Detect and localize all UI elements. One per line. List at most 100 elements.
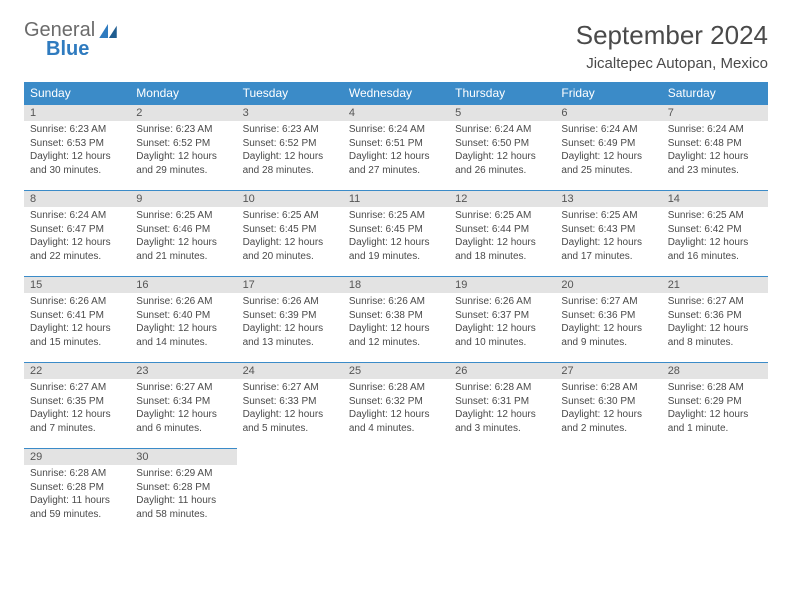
daylight-line: and 2 minutes. [561,422,655,436]
day-number: 15 [24,277,130,293]
daylight-line: Daylight: 12 hours [668,408,762,422]
daylight-line: and 10 minutes. [455,336,549,350]
day-number: 12 [449,191,555,207]
sunrise-line: Sunrise: 6:24 AM [349,123,443,137]
sunset-line: Sunset: 6:36 PM [561,309,655,323]
weekday-header-row: Sunday Monday Tuesday Wednesday Thursday… [24,82,768,105]
sunrise-line: Sunrise: 6:23 AM [243,123,337,137]
calendar-cell: 16Sunrise: 6:26 AMSunset: 6:40 PMDayligh… [130,277,236,363]
calendar-cell: 29Sunrise: 6:28 AMSunset: 6:28 PMDayligh… [24,449,130,535]
daylight-line: and 25 minutes. [561,164,655,178]
sunrise-line: Sunrise: 6:28 AM [455,381,549,395]
daylight-line: and 26 minutes. [455,164,549,178]
daylight-line: and 58 minutes. [136,508,230,522]
sunset-line: Sunset: 6:52 PM [243,137,337,151]
calendar-cell: 3Sunrise: 6:23 AMSunset: 6:52 PMDaylight… [237,105,343,191]
day-details: Sunrise: 6:26 AMSunset: 6:37 PMDaylight:… [449,293,555,353]
calendar-cell: 25Sunrise: 6:28 AMSunset: 6:32 PMDayligh… [343,363,449,449]
day-number: 19 [449,277,555,293]
weekday-header: Tuesday [237,82,343,105]
calendar-cell: 30Sunrise: 6:29 AMSunset: 6:28 PMDayligh… [130,449,236,535]
sunrise-line: Sunrise: 6:27 AM [668,295,762,309]
daylight-line: Daylight: 12 hours [561,236,655,250]
sunset-line: Sunset: 6:40 PM [136,309,230,323]
weekday-header: Monday [130,82,236,105]
daylight-line: Daylight: 12 hours [136,236,230,250]
day-details: Sunrise: 6:24 AMSunset: 6:48 PMDaylight:… [662,121,768,181]
calendar-cell: 22Sunrise: 6:27 AMSunset: 6:35 PMDayligh… [24,363,130,449]
day-number: 7 [662,105,768,121]
day-details: Sunrise: 6:25 AMSunset: 6:44 PMDaylight:… [449,207,555,267]
daylight-line: and 16 minutes. [668,250,762,264]
daylight-line: Daylight: 12 hours [455,408,549,422]
day-number: 11 [343,191,449,207]
calendar-cell: 28Sunrise: 6:28 AMSunset: 6:29 PMDayligh… [662,363,768,449]
sunrise-line: Sunrise: 6:28 AM [30,467,124,481]
day-number: 13 [555,191,661,207]
sunrise-line: Sunrise: 6:28 AM [668,381,762,395]
daylight-line: Daylight: 12 hours [668,150,762,164]
day-details: Sunrise: 6:23 AMSunset: 6:52 PMDaylight:… [237,121,343,181]
sunset-line: Sunset: 6:36 PM [668,309,762,323]
sunset-line: Sunset: 6:35 PM [30,395,124,409]
daylight-line: Daylight: 12 hours [349,236,443,250]
daylight-line: Daylight: 12 hours [30,150,124,164]
day-number: 24 [237,363,343,379]
daylight-line: Daylight: 12 hours [30,322,124,336]
day-number: 16 [130,277,236,293]
daylight-line: and 3 minutes. [455,422,549,436]
calendar-row: 29Sunrise: 6:28 AMSunset: 6:28 PMDayligh… [24,449,768,535]
day-number: 4 [343,105,449,121]
daylight-line: and 13 minutes. [243,336,337,350]
sunrise-line: Sunrise: 6:27 AM [243,381,337,395]
month-title: September 2024 [576,20,768,51]
day-details: Sunrise: 6:27 AMSunset: 6:34 PMDaylight:… [130,379,236,439]
day-number: 8 [24,191,130,207]
calendar-cell: 21Sunrise: 6:27 AMSunset: 6:36 PMDayligh… [662,277,768,363]
day-number: 18 [343,277,449,293]
day-details: Sunrise: 6:28 AMSunset: 6:32 PMDaylight:… [343,379,449,439]
daylight-line: and 15 minutes. [30,336,124,350]
day-number: 1 [24,105,130,121]
calendar-cell: 18Sunrise: 6:26 AMSunset: 6:38 PMDayligh… [343,277,449,363]
calendar-cell [555,449,661,535]
day-details: Sunrise: 6:26 AMSunset: 6:38 PMDaylight:… [343,293,449,353]
calendar-cell [343,449,449,535]
day-details: Sunrise: 6:28 AMSunset: 6:31 PMDaylight:… [449,379,555,439]
daylight-line: Daylight: 12 hours [30,236,124,250]
daylight-line: and 29 minutes. [136,164,230,178]
day-number: 17 [237,277,343,293]
daylight-line: and 27 minutes. [349,164,443,178]
sunrise-line: Sunrise: 6:24 AM [561,123,655,137]
day-number: 28 [662,363,768,379]
sunset-line: Sunset: 6:46 PM [136,223,230,237]
day-details: Sunrise: 6:24 AMSunset: 6:47 PMDaylight:… [24,207,130,267]
title-block: September 2024 Jicaltepec Autopan, Mexic… [576,20,768,72]
calendar-cell: 2Sunrise: 6:23 AMSunset: 6:52 PMDaylight… [130,105,236,191]
calendar-body: 1Sunrise: 6:23 AMSunset: 6:53 PMDaylight… [24,105,768,535]
sunrise-line: Sunrise: 6:26 AM [30,295,124,309]
sunrise-line: Sunrise: 6:24 AM [30,209,124,223]
daylight-line: Daylight: 12 hours [349,150,443,164]
daylight-line: Daylight: 12 hours [136,322,230,336]
weekday-header: Wednesday [343,82,449,105]
calendar-cell [237,449,343,535]
daylight-line: Daylight: 12 hours [668,322,762,336]
daylight-line: Daylight: 11 hours [136,494,230,508]
calendar-cell: 17Sunrise: 6:26 AMSunset: 6:39 PMDayligh… [237,277,343,363]
day-details: Sunrise: 6:27 AMSunset: 6:36 PMDaylight:… [555,293,661,353]
day-number: 20 [555,277,661,293]
daylight-line: and 12 minutes. [349,336,443,350]
day-number: 3 [237,105,343,121]
daylight-line: Daylight: 12 hours [243,236,337,250]
day-details: Sunrise: 6:28 AMSunset: 6:29 PMDaylight:… [662,379,768,439]
day-number: 5 [449,105,555,121]
sunrise-line: Sunrise: 6:26 AM [243,295,337,309]
day-details: Sunrise: 6:28 AMSunset: 6:30 PMDaylight:… [555,379,661,439]
calendar-cell: 20Sunrise: 6:27 AMSunset: 6:36 PMDayligh… [555,277,661,363]
sunset-line: Sunset: 6:29 PM [668,395,762,409]
calendar-row: 1Sunrise: 6:23 AMSunset: 6:53 PMDaylight… [24,105,768,191]
sunrise-line: Sunrise: 6:28 AM [561,381,655,395]
location: Jicaltepec Autopan, Mexico [576,55,768,72]
daylight-line: Daylight: 12 hours [349,408,443,422]
